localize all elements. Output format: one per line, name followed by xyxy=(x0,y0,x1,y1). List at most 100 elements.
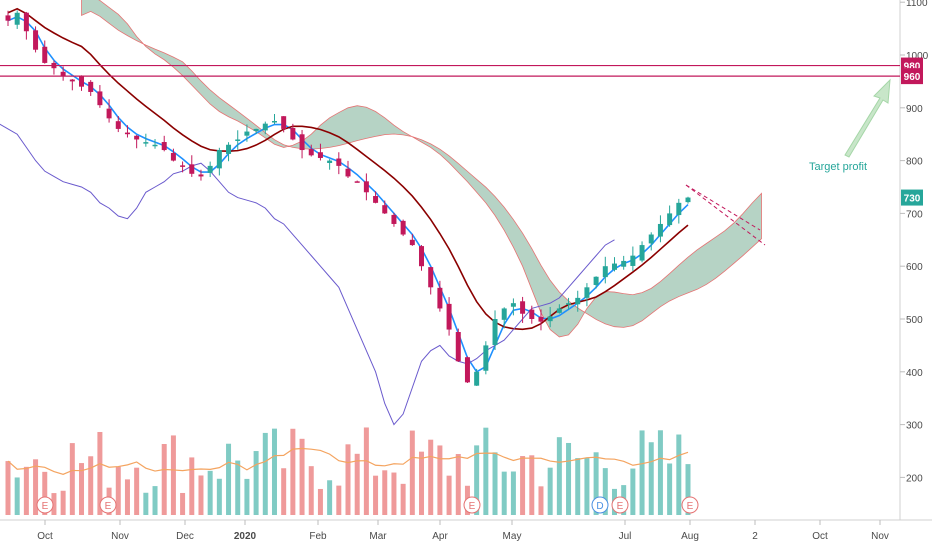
candle-body xyxy=(474,371,480,386)
candle-body xyxy=(354,181,360,183)
candle-body xyxy=(189,164,195,174)
time-tick-label: Apr xyxy=(432,531,448,542)
kijun-line xyxy=(7,7,689,331)
volume-bar xyxy=(354,453,360,515)
volume-bar xyxy=(556,437,562,515)
candle-body xyxy=(657,223,663,237)
candle-body xyxy=(336,158,342,166)
candle-body xyxy=(538,316,544,322)
earnings-marker-label: E xyxy=(469,501,476,512)
candle-body xyxy=(290,128,296,140)
price-tick-label: 400 xyxy=(906,368,923,379)
volume-bar xyxy=(667,463,673,515)
price-tick-label: 700 xyxy=(906,209,923,220)
volume-bar xyxy=(648,442,654,515)
time-tick-label: Aug xyxy=(681,531,699,542)
earnings-marker[interactable] xyxy=(611,496,629,514)
candle-body xyxy=(685,197,691,203)
candle-body xyxy=(308,149,314,156)
volume-bar xyxy=(290,428,296,515)
volume-bar xyxy=(14,477,20,515)
earnings-marker[interactable] xyxy=(99,496,117,514)
earnings-marker[interactable] xyxy=(463,496,481,514)
candle-body xyxy=(400,220,406,235)
candle-body xyxy=(584,287,590,298)
candle-body xyxy=(621,260,627,267)
earnings-marker[interactable] xyxy=(681,496,699,514)
time-axis: Oct Nov Dec 2020 Feb Mar Apr May Jul Aug 2 Oct Nov xyxy=(37,520,889,542)
volume-bar xyxy=(226,443,232,515)
volume-bar xyxy=(483,427,489,515)
volume-bar xyxy=(317,488,323,515)
candle-body xyxy=(60,71,66,77)
candle-body xyxy=(409,239,415,246)
earnings-marker[interactable] xyxy=(591,496,609,514)
time-tick-label: May xyxy=(503,531,522,542)
candle-body xyxy=(611,263,617,270)
volume-bar xyxy=(639,430,645,515)
volume-bar xyxy=(400,483,406,515)
target-profit-annotation: Target profit xyxy=(809,161,867,173)
volume-bar xyxy=(630,468,636,515)
volume-bar xyxy=(152,486,158,515)
candle-body xyxy=(345,168,351,177)
price-flag xyxy=(901,189,923,206)
volume-bar xyxy=(474,445,480,515)
candle-body xyxy=(23,12,29,32)
earnings-marker-label: D xyxy=(596,501,603,512)
candle-body xyxy=(529,309,535,319)
candle-body xyxy=(235,139,241,141)
candle-body xyxy=(602,266,608,278)
volume-bar xyxy=(336,485,342,515)
time-tick-label: Nov xyxy=(111,531,129,542)
candle-body xyxy=(271,121,277,123)
volume-bar xyxy=(216,478,222,515)
candle-body xyxy=(566,303,572,305)
volume-bar xyxy=(180,492,186,515)
volume-bar xyxy=(170,435,176,515)
earnings-marker[interactable] xyxy=(36,496,54,514)
volume-bar xyxy=(189,457,195,515)
volume-bar xyxy=(501,471,507,515)
candle-body xyxy=(106,108,112,119)
projection-lines: Target profit xyxy=(685,78,891,246)
price-tick-label: 200 xyxy=(906,473,923,484)
time-tick-label: Mar xyxy=(369,531,387,542)
volume-bar xyxy=(88,456,94,515)
candle-body xyxy=(42,46,48,63)
volume-bar xyxy=(271,428,277,515)
price-tick-label: 1100 xyxy=(906,0,928,9)
volume-bar xyxy=(529,455,535,515)
candle-body xyxy=(281,116,287,129)
volume-bar xyxy=(510,471,516,515)
target-arrow-icon xyxy=(844,78,891,158)
target-lines xyxy=(0,64,900,77)
volume-bar xyxy=(373,475,379,515)
volume-bar xyxy=(584,458,590,515)
price-tick-label: 1000 xyxy=(906,51,929,62)
price-flag-label: 730 xyxy=(904,194,921,205)
candle-body xyxy=(363,181,369,193)
volume-bar xyxy=(602,468,608,515)
candle-body xyxy=(170,152,176,161)
volume-bar xyxy=(33,459,39,515)
price-tick-label: 300 xyxy=(906,421,923,432)
candle-body xyxy=(455,332,461,362)
volume-bar xyxy=(382,470,388,515)
volume-bar xyxy=(115,466,121,515)
volume-bar xyxy=(235,460,241,515)
earnings-marker-label: E xyxy=(617,501,624,512)
volume-bar xyxy=(657,430,663,515)
volume-bar xyxy=(547,467,553,515)
candle-body xyxy=(88,81,94,92)
earnings-marker-label: E xyxy=(687,501,694,512)
price-tick-label: 600 xyxy=(906,262,923,273)
candle-body xyxy=(216,150,222,169)
candle-body xyxy=(575,297,581,305)
candle-body xyxy=(464,357,470,383)
volume-bar xyxy=(676,434,682,515)
volume-bar xyxy=(124,479,130,515)
candle-body xyxy=(161,142,167,151)
